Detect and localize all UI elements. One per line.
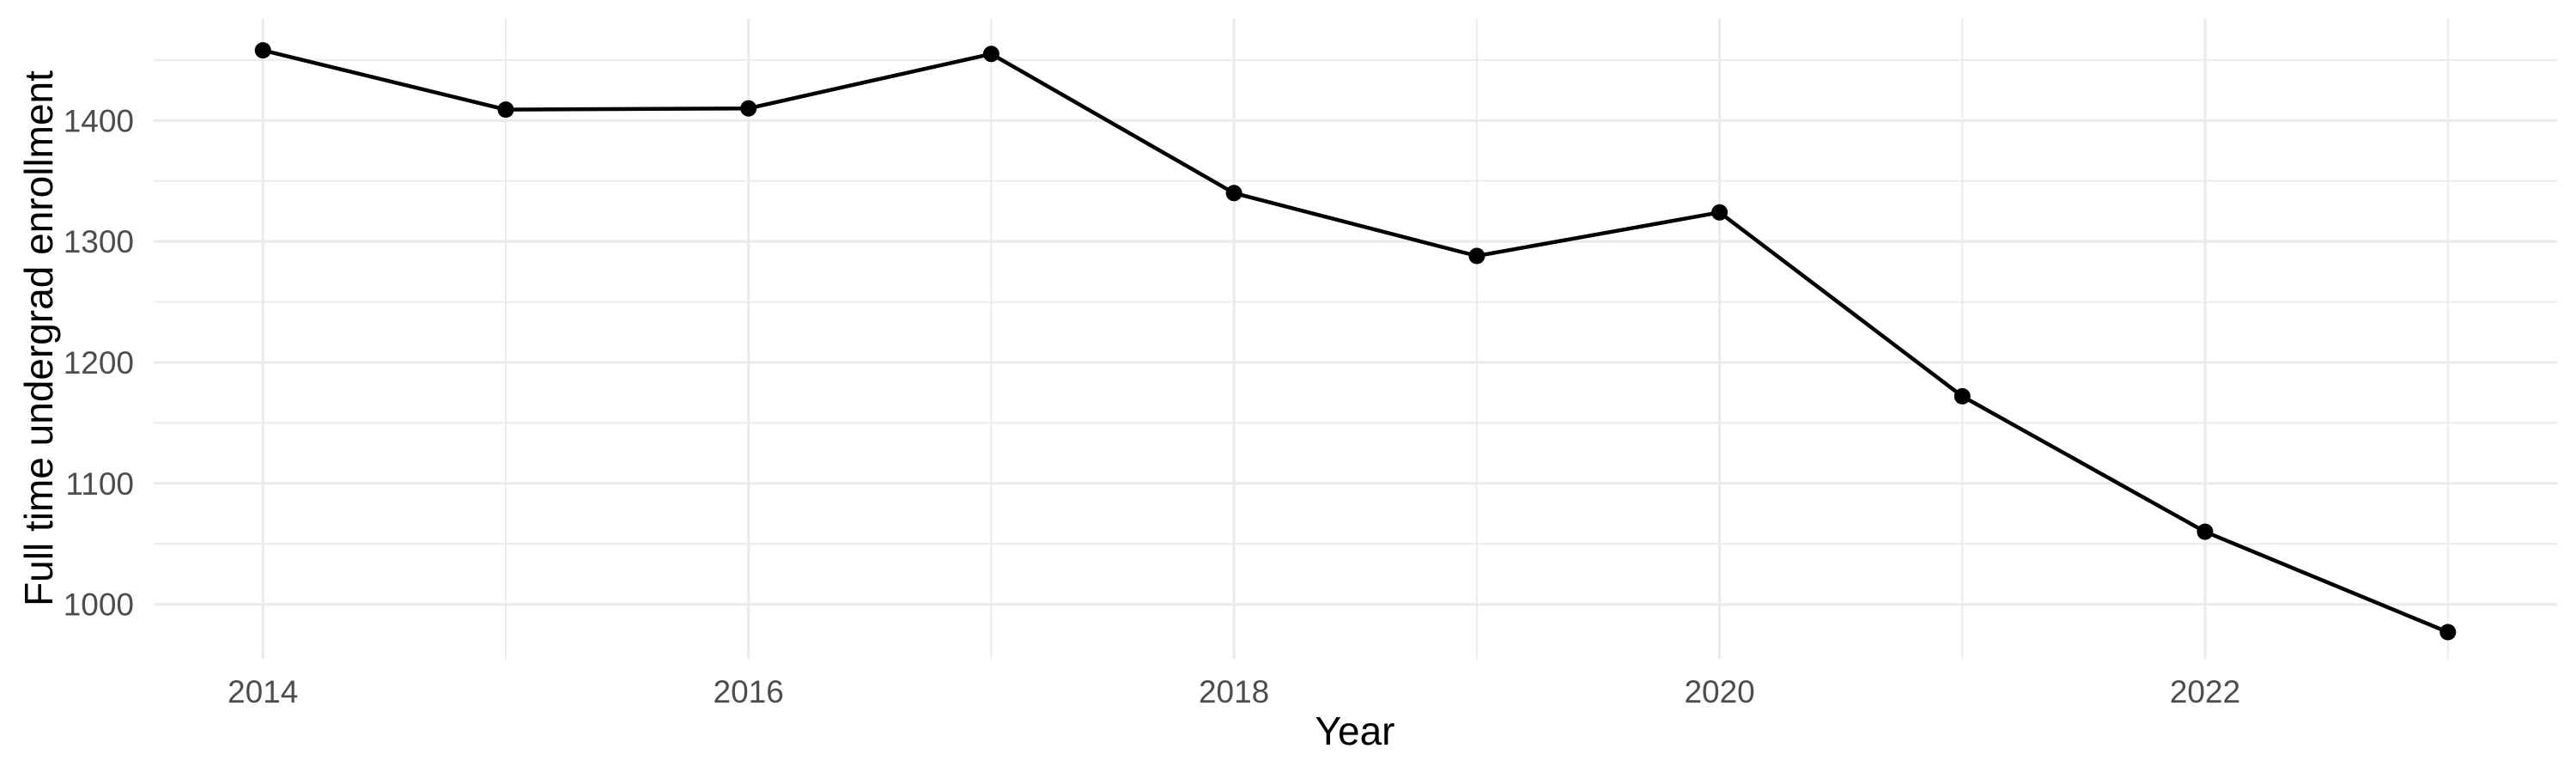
- grid-minor: [154, 19, 2557, 659]
- data-point-2019: [1468, 247, 1485, 265]
- x-axis-tick-labels: 2014 2016 2018 2020 2022: [228, 674, 2240, 709]
- y-tick-label-1400: 1400: [64, 103, 134, 138]
- x-tick-label-2014: 2014: [228, 674, 298, 709]
- y-tick-label-1200: 1200: [64, 345, 134, 380]
- data-point-2020: [1711, 204, 1728, 221]
- data-point-2021: [1953, 387, 1971, 405]
- y-tick-label-1000: 1000: [64, 587, 134, 623]
- y-tick-label-1300: 1300: [64, 224, 134, 259]
- data-point-2022: [2196, 523, 2214, 540]
- data-point-2017: [982, 46, 999, 63]
- series-line-enrollment: [262, 48, 2449, 635]
- data-point-2016: [740, 100, 757, 117]
- x-tick-label-2022: 2022: [2170, 674, 2240, 709]
- grid-major: [154, 19, 2557, 659]
- y-tick-label-1100: 1100: [65, 466, 134, 502]
- data-point-2023: [2439, 624, 2457, 641]
- y-axis-tick-labels: 1000 1100 1200 1300 1400: [64, 103, 134, 622]
- x-tick-label-2018: 2018: [1199, 674, 1269, 709]
- x-tick-label-2020: 2020: [1684, 674, 1754, 709]
- x-tick-label-2016: 2016: [714, 674, 784, 709]
- data-point-2018: [1225, 185, 1242, 202]
- y-axis-title: Full time undergrad enrollment: [16, 70, 61, 606]
- series-line: [262, 48, 2449, 635]
- data-point-2015: [497, 101, 514, 119]
- data-points: [254, 42, 2457, 641]
- data-point-2014: [254, 42, 271, 59]
- x-axis-title: Year: [1315, 709, 1395, 753]
